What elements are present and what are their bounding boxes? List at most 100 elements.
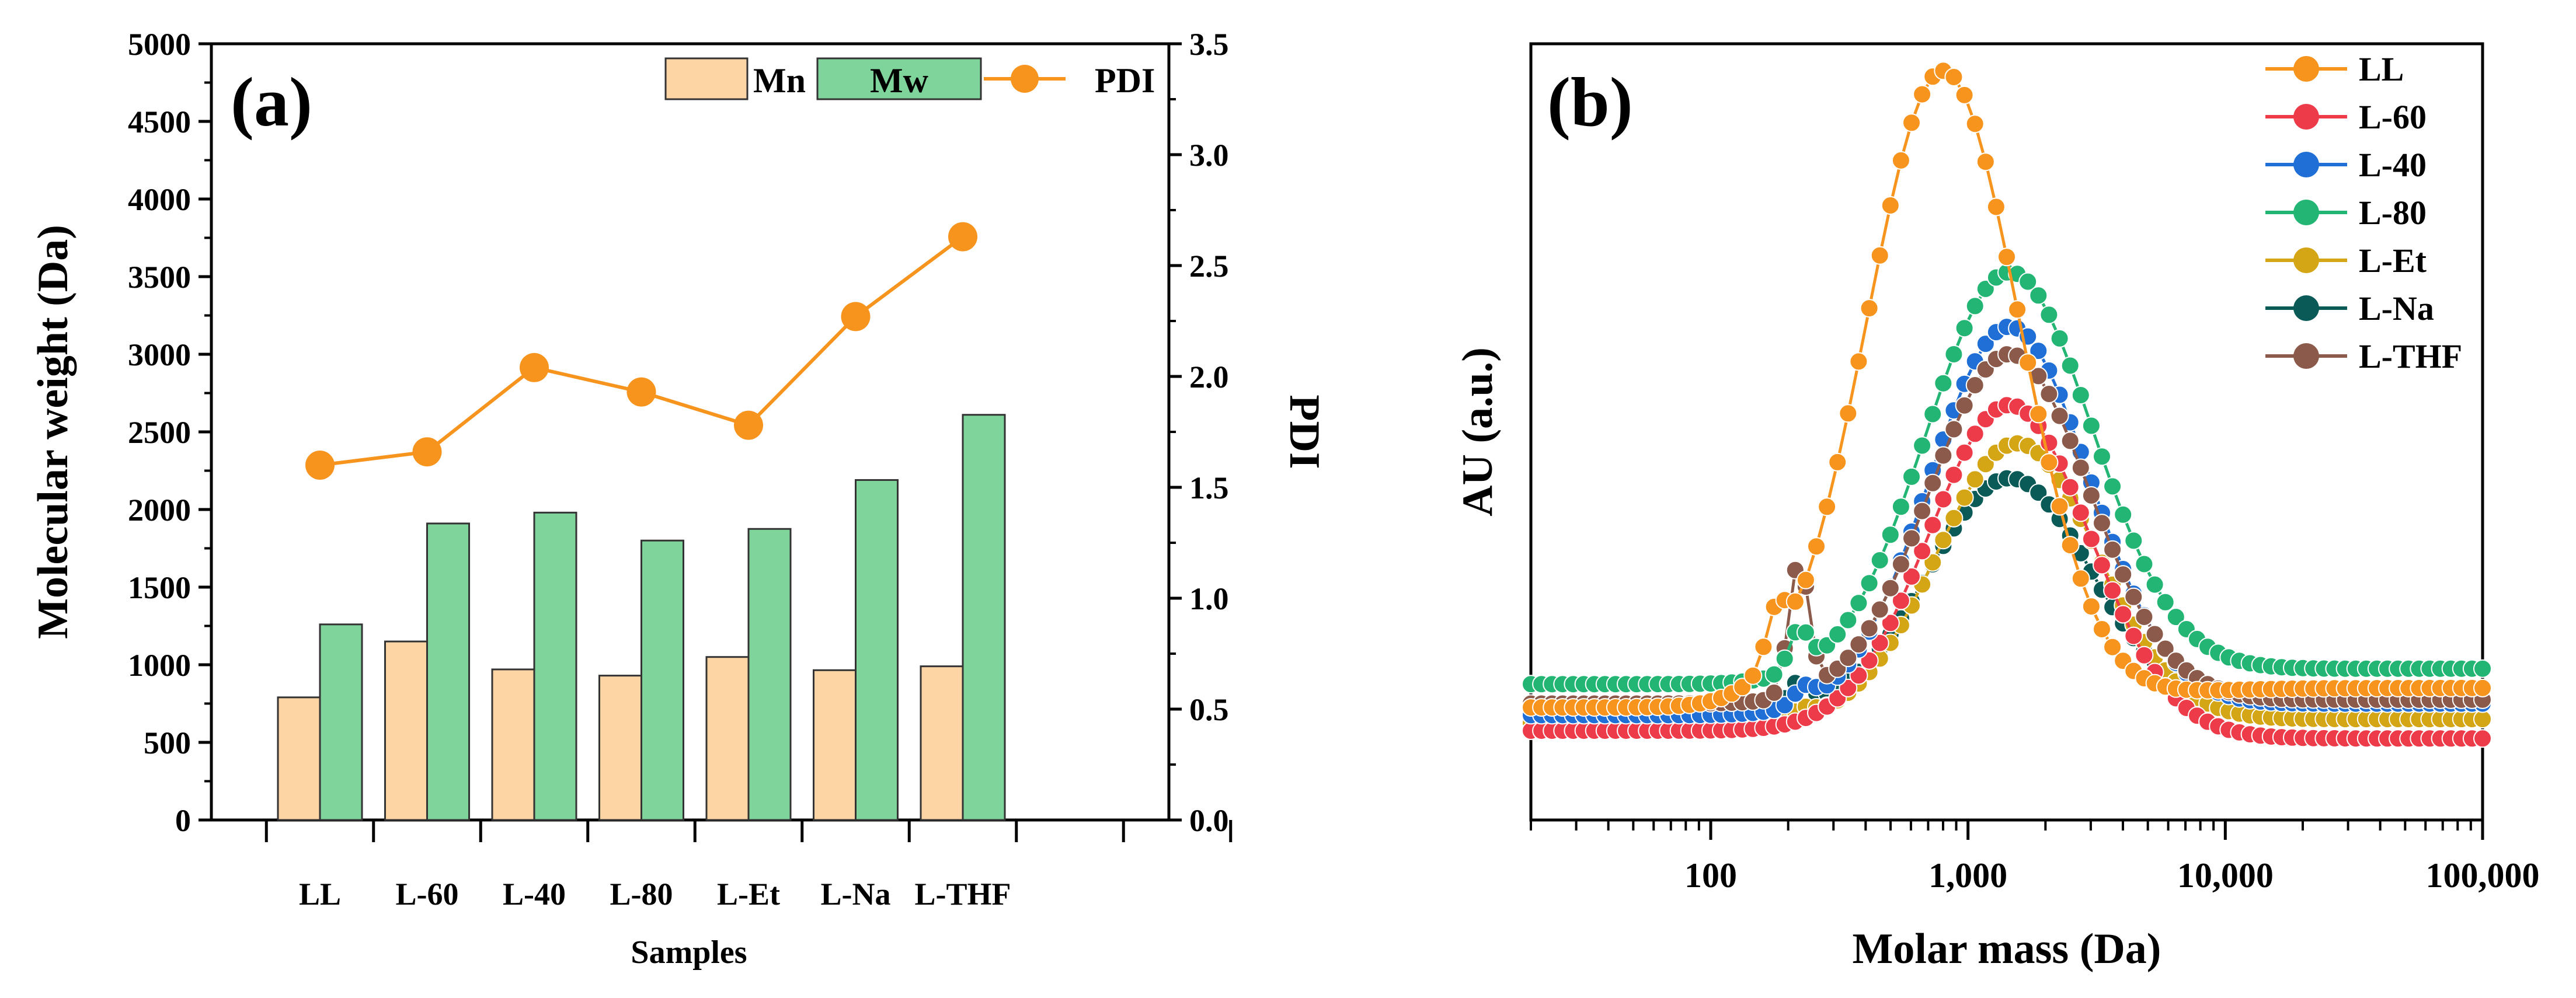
- curve-point: [1870, 633, 1889, 652]
- curve-point: [2103, 540, 2122, 559]
- legend-marker-l-thf: [2293, 343, 2319, 369]
- curve-point: [2093, 556, 2111, 575]
- curve-point: [1923, 515, 1943, 535]
- left-tick-label: 4000: [128, 182, 191, 217]
- curve-point: [2145, 624, 2164, 644]
- panel-a-right-axis: 0.0 0.5 1.0 1.5 2.0 2.5 3.0 3.5: [1169, 27, 1229, 838]
- curve-point: [2156, 592, 2175, 612]
- legend-label-l-40: L-40: [2359, 146, 2427, 184]
- panel-a-bar-chart: 0 500 1000 1500 2000 2500 3000 3500 4000 4500 5000…: [29, 27, 1328, 971]
- curve-point: [2071, 569, 2090, 588]
- curve-point: [2156, 639, 2175, 658]
- curve-point: [1976, 280, 1995, 298]
- curve-point: [1818, 497, 1837, 517]
- x-tick-label-l-thf: L-THF: [914, 877, 1011, 912]
- x-tick-label-l-et: L-Et: [717, 877, 780, 912]
- left-tick-label: 3500: [128, 260, 191, 295]
- curve-point: [2060, 431, 2080, 451]
- panel-b-line-chart: 100 1,000 10,000 100,000 (b) AU (a.u.) Mola…: [1454, 42, 2540, 973]
- curve-point: [2114, 605, 2133, 624]
- curve-point: [2039, 385, 2059, 403]
- left-tick-label: 2000: [128, 493, 191, 528]
- curve-point: [1775, 696, 1794, 715]
- left-tick-label: 500: [144, 725, 191, 760]
- legend-mw-label: Mw: [870, 61, 929, 100]
- legend-marker-l-80: [2293, 200, 2319, 225]
- legend-label-l-et: L-Et: [2359, 242, 2427, 280]
- curve-point: [2018, 353, 2038, 372]
- panel-b-frame: [1529, 42, 2484, 822]
- curve-point: [2114, 505, 2133, 524]
- curve-point: [1976, 455, 1995, 474]
- curve-point: [1997, 247, 2016, 267]
- curve-point: [1902, 567, 1921, 586]
- curve-point: [1796, 623, 1815, 642]
- curve-point: [2473, 729, 2492, 748]
- panel-a-pdi-series: [305, 222, 977, 480]
- curve-point: [1934, 374, 1953, 393]
- curve-point: [1913, 501, 1932, 521]
- curve-point: [2039, 305, 2059, 324]
- right-tick-label: 0.5: [1189, 692, 1229, 727]
- curve-point: [2081, 486, 2101, 505]
- curve-point: [2060, 477, 2080, 497]
- bar-mw-l-40: [533, 511, 577, 821]
- curve-point: [1849, 635, 1868, 654]
- curve-point: [2060, 356, 2080, 375]
- curve-point: [2135, 554, 2154, 574]
- curve-point: [2029, 483, 2048, 503]
- curve-point: [2114, 565, 2133, 584]
- curve-ll: [1522, 61, 2492, 717]
- curve-point: [2093, 447, 2111, 466]
- curve-point: [2135, 608, 2154, 626]
- curve-point: [2473, 659, 2492, 678]
- legend-label-l-60: L-60: [2359, 98, 2427, 136]
- curve-point: [2135, 645, 2154, 665]
- curve-point: [2093, 514, 2111, 533]
- curve-l-80: [1522, 263, 2492, 694]
- curve-point: [2071, 386, 2090, 404]
- pdi-point-l-60: [412, 437, 442, 467]
- right-tick-label: 3.5: [1189, 27, 1229, 62]
- left-tick-label: 2500: [128, 415, 191, 450]
- panel-a-y-axis-title: Molecular weight (Da): [29, 225, 77, 639]
- pdi-point-l-et: [734, 410, 763, 440]
- curve-point: [1934, 446, 1953, 465]
- x-tick-label-ll: LL: [299, 877, 341, 912]
- curve-point: [1881, 196, 1900, 215]
- right-tick-label: 1.5: [1189, 470, 1229, 505]
- curve-point: [1870, 551, 1889, 570]
- curve-point: [2060, 536, 2080, 555]
- legend-pdi-marker: [1011, 65, 1039, 93]
- curve-point: [2050, 497, 2069, 516]
- curve-point: [2103, 637, 2122, 657]
- panel-a-x-axis-title: Samples: [631, 934, 747, 971]
- right-tick-label: 2.5: [1189, 249, 1229, 284]
- curve-point: [1955, 443, 1974, 462]
- curve-point: [1923, 404, 1943, 424]
- curve-point: [2039, 453, 2059, 472]
- curve-point: [1839, 404, 1858, 423]
- x-tick-label-l-80: L-80: [610, 877, 673, 912]
- panel-a-left-axis: 0 500 1000 1500 2000 2500 3000 3500 4000 4500 5000: [128, 27, 211, 838]
- curve-l-60: [1522, 396, 2492, 748]
- curve-point: [1775, 649, 1794, 668]
- curve-point: [1839, 610, 1858, 630]
- panel-a-x-axis: LL L-60 L-40 L-80 L-Et L-Na L-THF: [264, 820, 1233, 912]
- legend-marker-l-40: [2293, 152, 2319, 177]
- right-tick-label: 1.0: [1189, 581, 1229, 616]
- curve-point: [1870, 600, 1889, 619]
- legend-label-l-thf: L-THF: [2359, 337, 2462, 375]
- bar-mn-l-thf: [920, 665, 964, 821]
- curve-point: [2050, 406, 2069, 425]
- legend-label-ll: LL: [2359, 50, 2404, 88]
- bar-mw-l-60: [426, 522, 470, 821]
- legend-marker-ll: [2293, 56, 2319, 82]
- pdi-point-l-na: [841, 302, 871, 331]
- curve-point: [2124, 587, 2143, 606]
- left-tick-label: 1500: [128, 570, 191, 605]
- pdi-line: [319, 235, 964, 467]
- legend-marker-l-60: [2293, 104, 2319, 130]
- curve-point: [2071, 503, 2090, 522]
- curve-point: [1860, 574, 1879, 593]
